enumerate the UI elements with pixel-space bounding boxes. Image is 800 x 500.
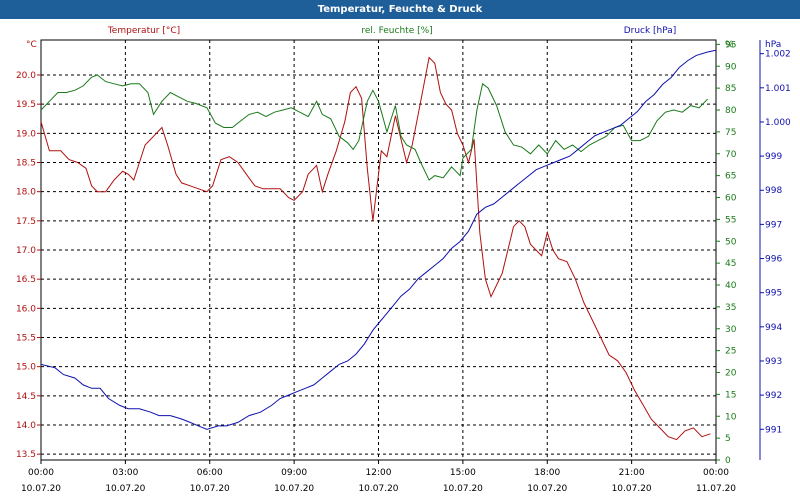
x-tick-label-time: 00:00 [703,468,729,478]
y-tick-label-temperature: 18.0 [16,188,36,198]
chart-title-bar: Temperatur, Feuchte & Druck [0,0,800,19]
y-axis-unit-temperature: °C [26,40,37,50]
chart-area: 00:00 10.07.20 03:00 10.07.20 06:00 10.07.20 0… [16,26,791,494]
x-tick-label-date: 10.07.20 [21,484,61,494]
y-tick-label-temperature: 14.5 [16,392,36,402]
series-line-temperature [40,56,711,441]
x-tick-label-date: 10.07.20 [443,484,483,494]
x-tick-label-date: 10.07.20 [190,484,230,494]
y-tick-label-pressure: 1.002 [765,50,791,60]
y-tick-label-humidity: 50 [725,237,737,247]
y-tick-label-pressure: 998 [765,186,782,196]
y-tick-label-pressure: 1.001 [765,84,791,94]
x-tick-label-time: 03:00 [112,468,138,478]
y-tick-label-humidity: 30 [725,325,737,335]
y-tick-label-humidity: 85 [725,84,736,94]
y-tick-label-temperature: 17.0 [16,246,36,256]
y-tick-label-temperature: 15.5 [16,334,36,344]
y-tick-label-humidity: 20 [725,369,737,379]
x-tick-label-date: 11.07.20 [696,484,736,494]
y-tick-label-humidity: 35 [725,303,736,313]
x-tick-label-date: 10.07.20 [105,484,145,494]
y-tick-label-humidity: 70 [725,150,737,160]
x-tick-label-date: 10.07.20 [274,484,314,494]
y-axis-unit-pressure: hPa [765,40,781,50]
y-tick-label-temperature: 13.5 [16,450,36,460]
x-tick-label-date: 10.07.20 [527,484,567,494]
y-tick-label-pressure: 992 [765,391,782,401]
y-tick-label-humidity: 55 [725,215,736,225]
x-tick-label-time: 00:00 [28,468,54,478]
y-tick-label-humidity: 80 [725,106,737,116]
y-tick-label-pressure: 991 [765,425,782,435]
y-tick-label-pressure: 1.000 [765,118,791,128]
y-tick-label-humidity: 95 [725,40,736,50]
y-tick-label-humidity: 5 [725,434,731,444]
y-tick-label-pressure: 993 [765,357,782,367]
legend-label-pressure: Druck [hPa] [624,26,677,36]
y-tick-label-humidity: 40 [725,281,737,291]
series-layer [40,49,717,441]
y-tick-label-pressure: 996 [765,255,782,265]
y-tick-label-temperature: 19.0 [16,129,36,139]
y-tick-label-humidity: 65 [725,172,736,182]
y-tick-label-humidity: 15 [725,390,736,400]
y-tick-label-pressure: 995 [765,289,782,299]
y-tick-label-pressure: 994 [765,323,782,333]
y-tick-label-pressure: 997 [765,220,782,230]
y-tick-label-humidity: 75 [725,128,736,138]
legend-label-humidity: rel. Feuchte [%] [361,26,432,36]
x-tick-label-time: 09:00 [281,468,307,478]
y-tick-label-temperature: 16.0 [16,304,36,314]
x-tick-label-time: 18:00 [534,468,560,478]
x-tick-label-time: 12:00 [366,468,392,478]
tick-labels: 00:00 10.07.20 03:00 10.07.20 06:00 10.07.20 0… [16,26,791,494]
x-tick-label-time: 06:00 [197,468,223,478]
y-axis-unit-humidity: % [725,40,734,50]
y-tick-label-temperature: 19.5 [16,100,36,110]
y-tick-label-humidity: 90 [725,62,737,72]
x-tick-label-date: 10.07.20 [358,484,398,494]
x-tick-label-time: 21:00 [619,468,645,478]
grid [41,40,716,460]
y-tick-label-humidity: 45 [725,259,736,269]
y-tick-label-humidity: 10 [725,412,737,422]
chart-title: Temperatur, Feuchte & Druck [317,4,483,15]
axes [37,39,764,464]
series-line-humidity [40,74,708,181]
y-tick-label-temperature: 20.0 [16,71,36,81]
x-tick-label-time: 15:00 [450,468,476,478]
y-tick-label-temperature: 14.0 [16,421,36,431]
y-tick-label-temperature: 17.5 [16,217,36,227]
y-tick-label-temperature: 15.0 [16,363,36,373]
y-tick-label-humidity: 60 [725,194,737,204]
y-tick-label-humidity: 25 [725,347,736,357]
y-tick-label-pressure: 999 [765,152,782,162]
x-tick-label-date: 10.07.20 [612,484,652,494]
legend-label-temperature: Temperatur [°C] [107,26,180,36]
series-line-pressure [40,49,717,430]
y-tick-label-temperature: 16.5 [16,275,36,285]
y-tick-label-temperature: 18.5 [16,159,36,169]
y-tick-label-humidity: 0 [725,456,731,466]
